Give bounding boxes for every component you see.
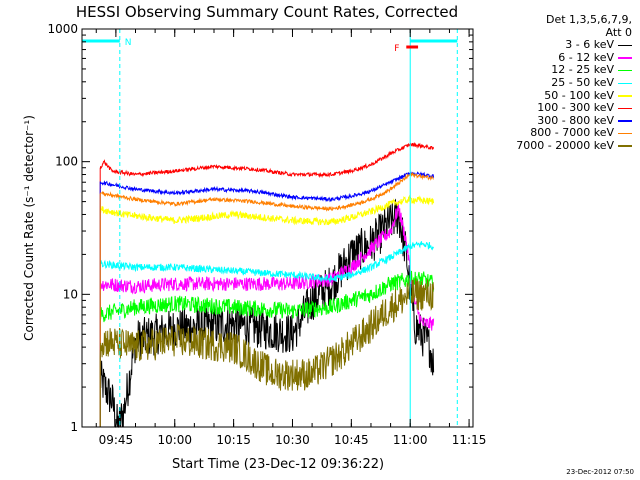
y-tick-label: 100: [55, 155, 78, 169]
legend-swatch: [618, 57, 632, 59]
series-line-9: [99, 278, 435, 427]
plot-frame: [81, 28, 474, 428]
y-axis-label: Corrected Count Rate (s⁻¹ detector⁻¹): [22, 115, 36, 341]
series-line-8: [99, 171, 434, 427]
legend-label: 3 - 6 keV: [565, 38, 614, 52]
series-line-1: [99, 198, 435, 428]
x-tick-label: 10:00: [157, 433, 192, 447]
x-tick-label: 11:15: [452, 433, 487, 447]
x-axis-label: Start Time (23-Dec-12 09:36:22): [172, 457, 384, 472]
series-line-4: [99, 241, 435, 427]
series-line-6: [99, 142, 435, 427]
legend-swatch: [618, 107, 632, 110]
series-layer: [99, 142, 435, 428]
series-line-5: [99, 194, 435, 427]
legend-swatch: [618, 120, 632, 122]
legend-entry: 3 - 6 keV: [476, 39, 632, 52]
legend-label: 12 - 25 keV: [551, 63, 614, 77]
legend-entry: 100 - 300 keV: [476, 102, 632, 115]
legend-entry: 6 - 12 keV: [476, 50, 632, 65]
legend-swatch: [618, 95, 632, 97]
legend-entry: 12 - 25 keV: [476, 64, 632, 77]
legend-swatch: [618, 82, 632, 85]
legend-label: 100 - 300 keV: [537, 101, 614, 115]
legend-label: 25 - 50 keV: [551, 75, 614, 89]
y-tick-label: 1000: [47, 22, 78, 36]
series-line-2: [99, 201, 435, 427]
legend-entry: 50 - 100 keV: [476, 88, 632, 103]
legend-swatch: [618, 132, 632, 135]
legend-swatch: [618, 69, 632, 72]
axis-layer: 09:45 10:00 10:15 10:30 10:45 11:00 11:15 1 10 10…: [47, 22, 486, 447]
series-line-7: [99, 171, 435, 427]
x-tick-label: 10:15: [216, 433, 251, 447]
legend-label: 50 - 100 keV: [544, 88, 614, 102]
annotation-label-2: F: [394, 44, 399, 54]
x-tick-label: 10:30: [275, 433, 310, 447]
x-tick-label: 11:00: [393, 433, 428, 447]
legend-swatch: [618, 145, 632, 147]
legend-header-attenuator: Att 0: [605, 25, 632, 39]
x-tick-label: 10:45: [334, 433, 369, 447]
legend-header-detectors: Det 1,3,5,6,7,9,: [545, 13, 632, 26]
legend-entry: 25 - 50 keV: [476, 75, 632, 90]
legend-label: 7000 - 20000 keV: [516, 138, 614, 152]
overlay-layer: NF: [82, 29, 458, 427]
legend-label: 300 - 800 keV: [537, 113, 614, 127]
legend: Det 1,3,5,6,7,9, Att 0 3 - 6 keV 6 - 12 k…: [476, 13, 632, 153]
annotation-label-1: N: [125, 38, 132, 48]
y-tick-label: 1: [70, 420, 78, 434]
legend-entry: 300 - 800 keV: [476, 113, 632, 128]
chart-title: HESSI Observing Summary Count Rates, Cor…: [76, 3, 458, 21]
legend-swatch: [618, 44, 632, 47]
x-tick-label: 09:45: [99, 433, 134, 447]
y-tick-label: 10: [63, 287, 78, 301]
legend-label: 800 - 7000 keV: [530, 126, 614, 140]
legend-label: 6 - 12 keV: [558, 50, 614, 64]
legend-entry: 7000 - 20000 keV: [476, 138, 632, 153]
series-line-3: [99, 270, 435, 427]
footer-timestamp: 23-Dec-2012 07:50: [566, 468, 634, 476]
legend-entry: 800 - 7000 keV: [476, 127, 632, 140]
